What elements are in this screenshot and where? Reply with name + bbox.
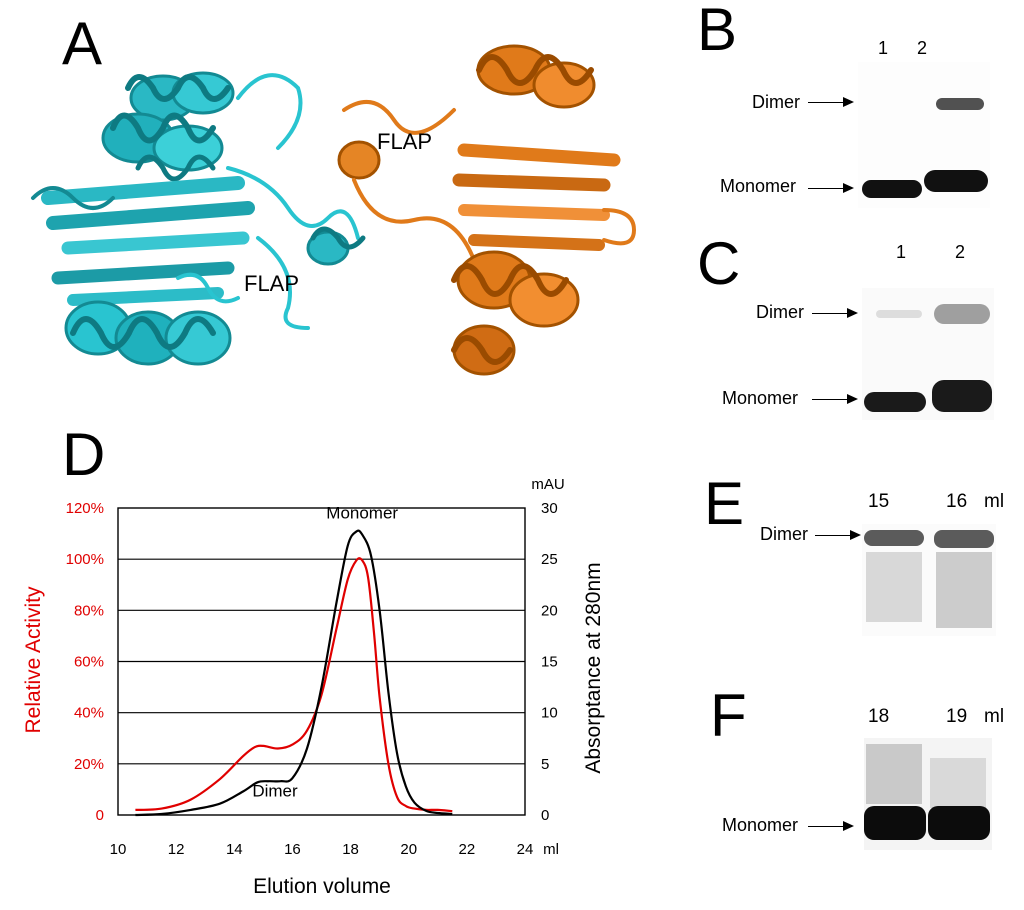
y-tick-right: 0 <box>541 807 549 824</box>
y-tick-left: 60% <box>74 654 104 671</box>
lane-label-f2: 19 <box>946 706 968 727</box>
y-axis-title-left: Relative Activity <box>22 586 45 734</box>
monomer-arrow-b <box>808 183 854 193</box>
lane-unit-f: ml <box>984 706 1005 727</box>
y-tick-right: 25 <box>541 551 558 568</box>
lane-label-f1: 18 <box>868 706 890 727</box>
y-tick-left: 0 <box>96 807 104 824</box>
lane-label-e2: 16 <box>946 491 968 512</box>
lane-label-b1: 1 <box>878 38 889 58</box>
annotation-dimer: Dimer <box>252 782 298 801</box>
right-unit-label: mAU <box>531 476 564 493</box>
series-line-relative-activity <box>135 557 453 813</box>
dimer-label-b: Dimer <box>752 92 800 112</box>
x-unit-label: ml <box>543 841 559 858</box>
y-tick-right: 15 <box>541 654 558 671</box>
x-tick: 10 <box>110 841 127 858</box>
y-tick-left: 100% <box>66 551 104 568</box>
panel-label-b: B <box>697 0 738 63</box>
y-tick-right: 20 <box>541 602 558 619</box>
x-tick: 22 <box>459 841 476 858</box>
monomer-arrow-f <box>808 821 854 831</box>
dimer-arrow-e <box>815 530 861 540</box>
western-blot-b <box>858 62 990 208</box>
panel-label-d: D <box>62 421 106 488</box>
plot-area-frame <box>117 507 526 816</box>
panel-label-f: F <box>710 682 747 749</box>
x-ticks: 10 12 14 16 18 20 22 24 <box>110 841 534 858</box>
western-blot-f <box>864 738 992 850</box>
chart-annotations: Monomer Dimer <box>252 503 398 800</box>
protein-structure-left <box>31 71 366 366</box>
lane-label-b2: 2 <box>917 38 928 58</box>
dimer-arrow-b <box>808 97 854 107</box>
series-line-absorptance <box>135 529 453 817</box>
x-tick: 24 <box>517 841 534 858</box>
beta-sheet-left <box>31 176 255 306</box>
monomer-label-f: Monomer <box>722 815 799 835</box>
y-tick-right: 30 <box>541 500 558 517</box>
protein-structure-right <box>337 44 637 376</box>
western-blot-c <box>862 288 994 420</box>
x-tick: 16 <box>284 841 301 858</box>
lane-label-e1: 15 <box>868 491 890 512</box>
y-ticks-right: 0 5 10 15 20 25 30 <box>541 500 558 824</box>
dimer-label-e: Dimer <box>760 524 808 544</box>
y-axis-title-right: Absorptance at 280nm <box>582 562 605 773</box>
lane-label-c1: 1 <box>896 242 907 262</box>
y-tick-left: 80% <box>74 602 104 619</box>
panel-label-a: A <box>62 10 103 77</box>
panel-label-c: C <box>697 230 741 297</box>
western-blot-e <box>862 524 996 636</box>
flap-label-left: FLAP <box>244 271 300 296</box>
x-tick: 20 <box>400 841 417 858</box>
helix-top-left <box>101 71 235 182</box>
chart-series <box>135 529 453 817</box>
x-tick: 14 <box>226 841 243 858</box>
dimer-arrow-c <box>812 308 858 318</box>
y-tick-left: 20% <box>74 756 104 773</box>
annotation-monomer: Monomer <box>326 503 398 522</box>
helix-bottom-right <box>451 250 580 376</box>
monomer-arrow-c <box>812 394 858 404</box>
lane-unit-e: ml <box>984 491 1005 512</box>
lane-label-c2: 2 <box>955 242 966 262</box>
x-tick: 12 <box>168 841 185 858</box>
y-tick-left: 120% <box>66 500 104 517</box>
monomer-label-b: Monomer <box>720 176 797 196</box>
beta-sheet-right <box>452 143 621 251</box>
flap-label-right: FLAP <box>377 129 433 154</box>
y-tick-left: 40% <box>74 705 104 722</box>
x-tick: 18 <box>342 841 359 858</box>
dimer-label-c: Dimer <box>756 302 804 322</box>
chart-gridlines <box>118 558 525 765</box>
panel-label-e: E <box>704 470 745 537</box>
x-axis-title: Elution volume <box>253 875 391 898</box>
y-ticks-left: 0 20% 40% 60% 80% 100% 120% <box>66 500 104 824</box>
y-tick-right: 5 <box>541 756 549 773</box>
y-tick-right: 10 <box>541 705 558 722</box>
helix-top-right <box>337 44 596 180</box>
helix-bottom-left <box>64 272 240 366</box>
monomer-label-c: Monomer <box>722 388 799 408</box>
